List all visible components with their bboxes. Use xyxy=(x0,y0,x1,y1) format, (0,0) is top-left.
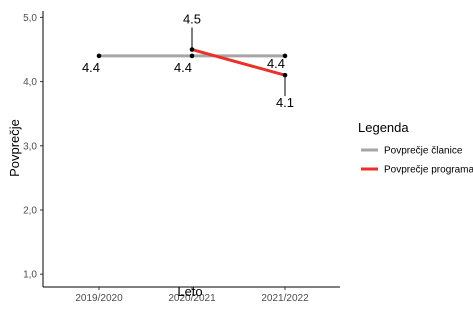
y-tick-label: 5,0 xyxy=(23,13,37,24)
axes xyxy=(42,11,340,288)
x-axis-title: Leto xyxy=(177,284,202,299)
y-tick-label: 1,0 xyxy=(23,270,37,281)
data-point xyxy=(282,72,288,78)
data-label: 4.4 xyxy=(174,60,192,75)
data-points xyxy=(96,47,288,78)
legend-label-clanice: Povprečje članice xyxy=(384,146,463,157)
y-tick-label: 4,0 xyxy=(23,77,37,88)
legend-title: Legenda xyxy=(358,120,409,135)
data-label: 4.4 xyxy=(82,60,100,75)
legend-label-programa: Povprečje programa xyxy=(384,165,473,176)
label-leaders xyxy=(191,27,286,97)
data-labels: 4.4 4.4 4.4 4.5 4.1 xyxy=(82,12,294,111)
x-tick-label: 2021/2022 xyxy=(261,293,309,304)
y-ticks: 1,0 2,0 3,0 4,0 5,0 xyxy=(23,13,43,281)
data-label: 4.1 xyxy=(276,95,294,110)
data-point xyxy=(189,47,195,52)
legend: Legenda Povprečje članice Povprečje prog… xyxy=(358,120,473,176)
x-tick-label: 2019/2020 xyxy=(75,293,123,304)
x-ticks: 2019/2020 2020/2021 2021/2022 xyxy=(75,287,309,304)
series-line-1 xyxy=(191,48,286,77)
x-tick-label: 2020/2021 xyxy=(168,293,216,304)
data-point xyxy=(96,53,102,59)
data-point xyxy=(282,53,288,59)
y-tick-label: 2,0 xyxy=(23,205,37,216)
data-label: 4.4 xyxy=(267,56,285,71)
data-label: 4.5 xyxy=(183,12,201,27)
y-axis-title: Povprečje xyxy=(7,119,22,177)
y-tick-label: 3,0 xyxy=(23,141,37,152)
data-point xyxy=(189,53,195,59)
